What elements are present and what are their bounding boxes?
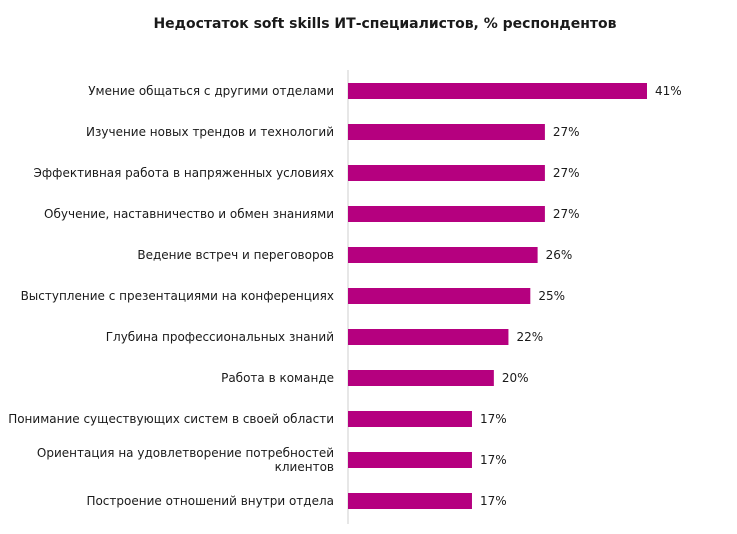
- bar-6: [348, 288, 531, 304]
- bar-7: [348, 329, 509, 345]
- category-label-7: Глубина профессиональных знаний: [106, 330, 334, 344]
- category-label-6: Выступление с презентациями на конференц…: [21, 289, 334, 303]
- value-label-4: 27%: [553, 207, 580, 221]
- bars-layer: [348, 83, 647, 509]
- category-label-3: Эффективная работа в напряженных условия…: [34, 166, 334, 180]
- category-labels-layer: Умение общаться с другими отделами Изучен…: [8, 84, 334, 508]
- bar-1: [348, 83, 647, 99]
- bar-5: [348, 247, 538, 263]
- value-label-6: 25%: [538, 289, 565, 303]
- chart-title: Недостаток soft skills ИТ-специалистов, …: [153, 16, 616, 32]
- value-label-10: 17%: [480, 453, 507, 467]
- category-label-8: Работа в команде: [221, 371, 334, 385]
- bar-11: [348, 493, 472, 509]
- value-label-3: 27%: [553, 166, 580, 180]
- value-label-8: 20%: [502, 371, 529, 385]
- value-label-7: 22%: [516, 330, 543, 344]
- value-label-5: 26%: [546, 248, 573, 262]
- bar-4: [348, 206, 545, 222]
- bar-8: [348, 370, 494, 386]
- category-label-2: Изучение новых трендов и технологий: [86, 125, 334, 139]
- category-label-10: Ориентация на удовлетворение потребносте…: [37, 446, 334, 474]
- bar-3: [348, 165, 545, 181]
- value-label-11: 17%: [480, 494, 507, 508]
- value-labels-layer: 41% 27% 27% 27% 26% 25% 22% 20% 17% 17% 17%: [480, 84, 682, 508]
- category-label-1: Умение общаться с другими отделами: [88, 84, 334, 98]
- category-label-4: Обучение, наставничество и обмен знаниям…: [44, 207, 334, 221]
- category-label-11: Построение отношений внутри отдела: [86, 494, 334, 508]
- value-label-2: 27%: [553, 125, 580, 139]
- category-label-9: Понимание существующих систем в своей об…: [8, 412, 334, 426]
- bar-9: [348, 411, 472, 427]
- bar-2: [348, 124, 545, 140]
- value-label-1: 41%: [655, 84, 682, 98]
- bar-10: [348, 452, 472, 468]
- value-label-9: 17%: [480, 412, 507, 426]
- category-label-5: Ведение встреч и переговоров: [137, 248, 334, 262]
